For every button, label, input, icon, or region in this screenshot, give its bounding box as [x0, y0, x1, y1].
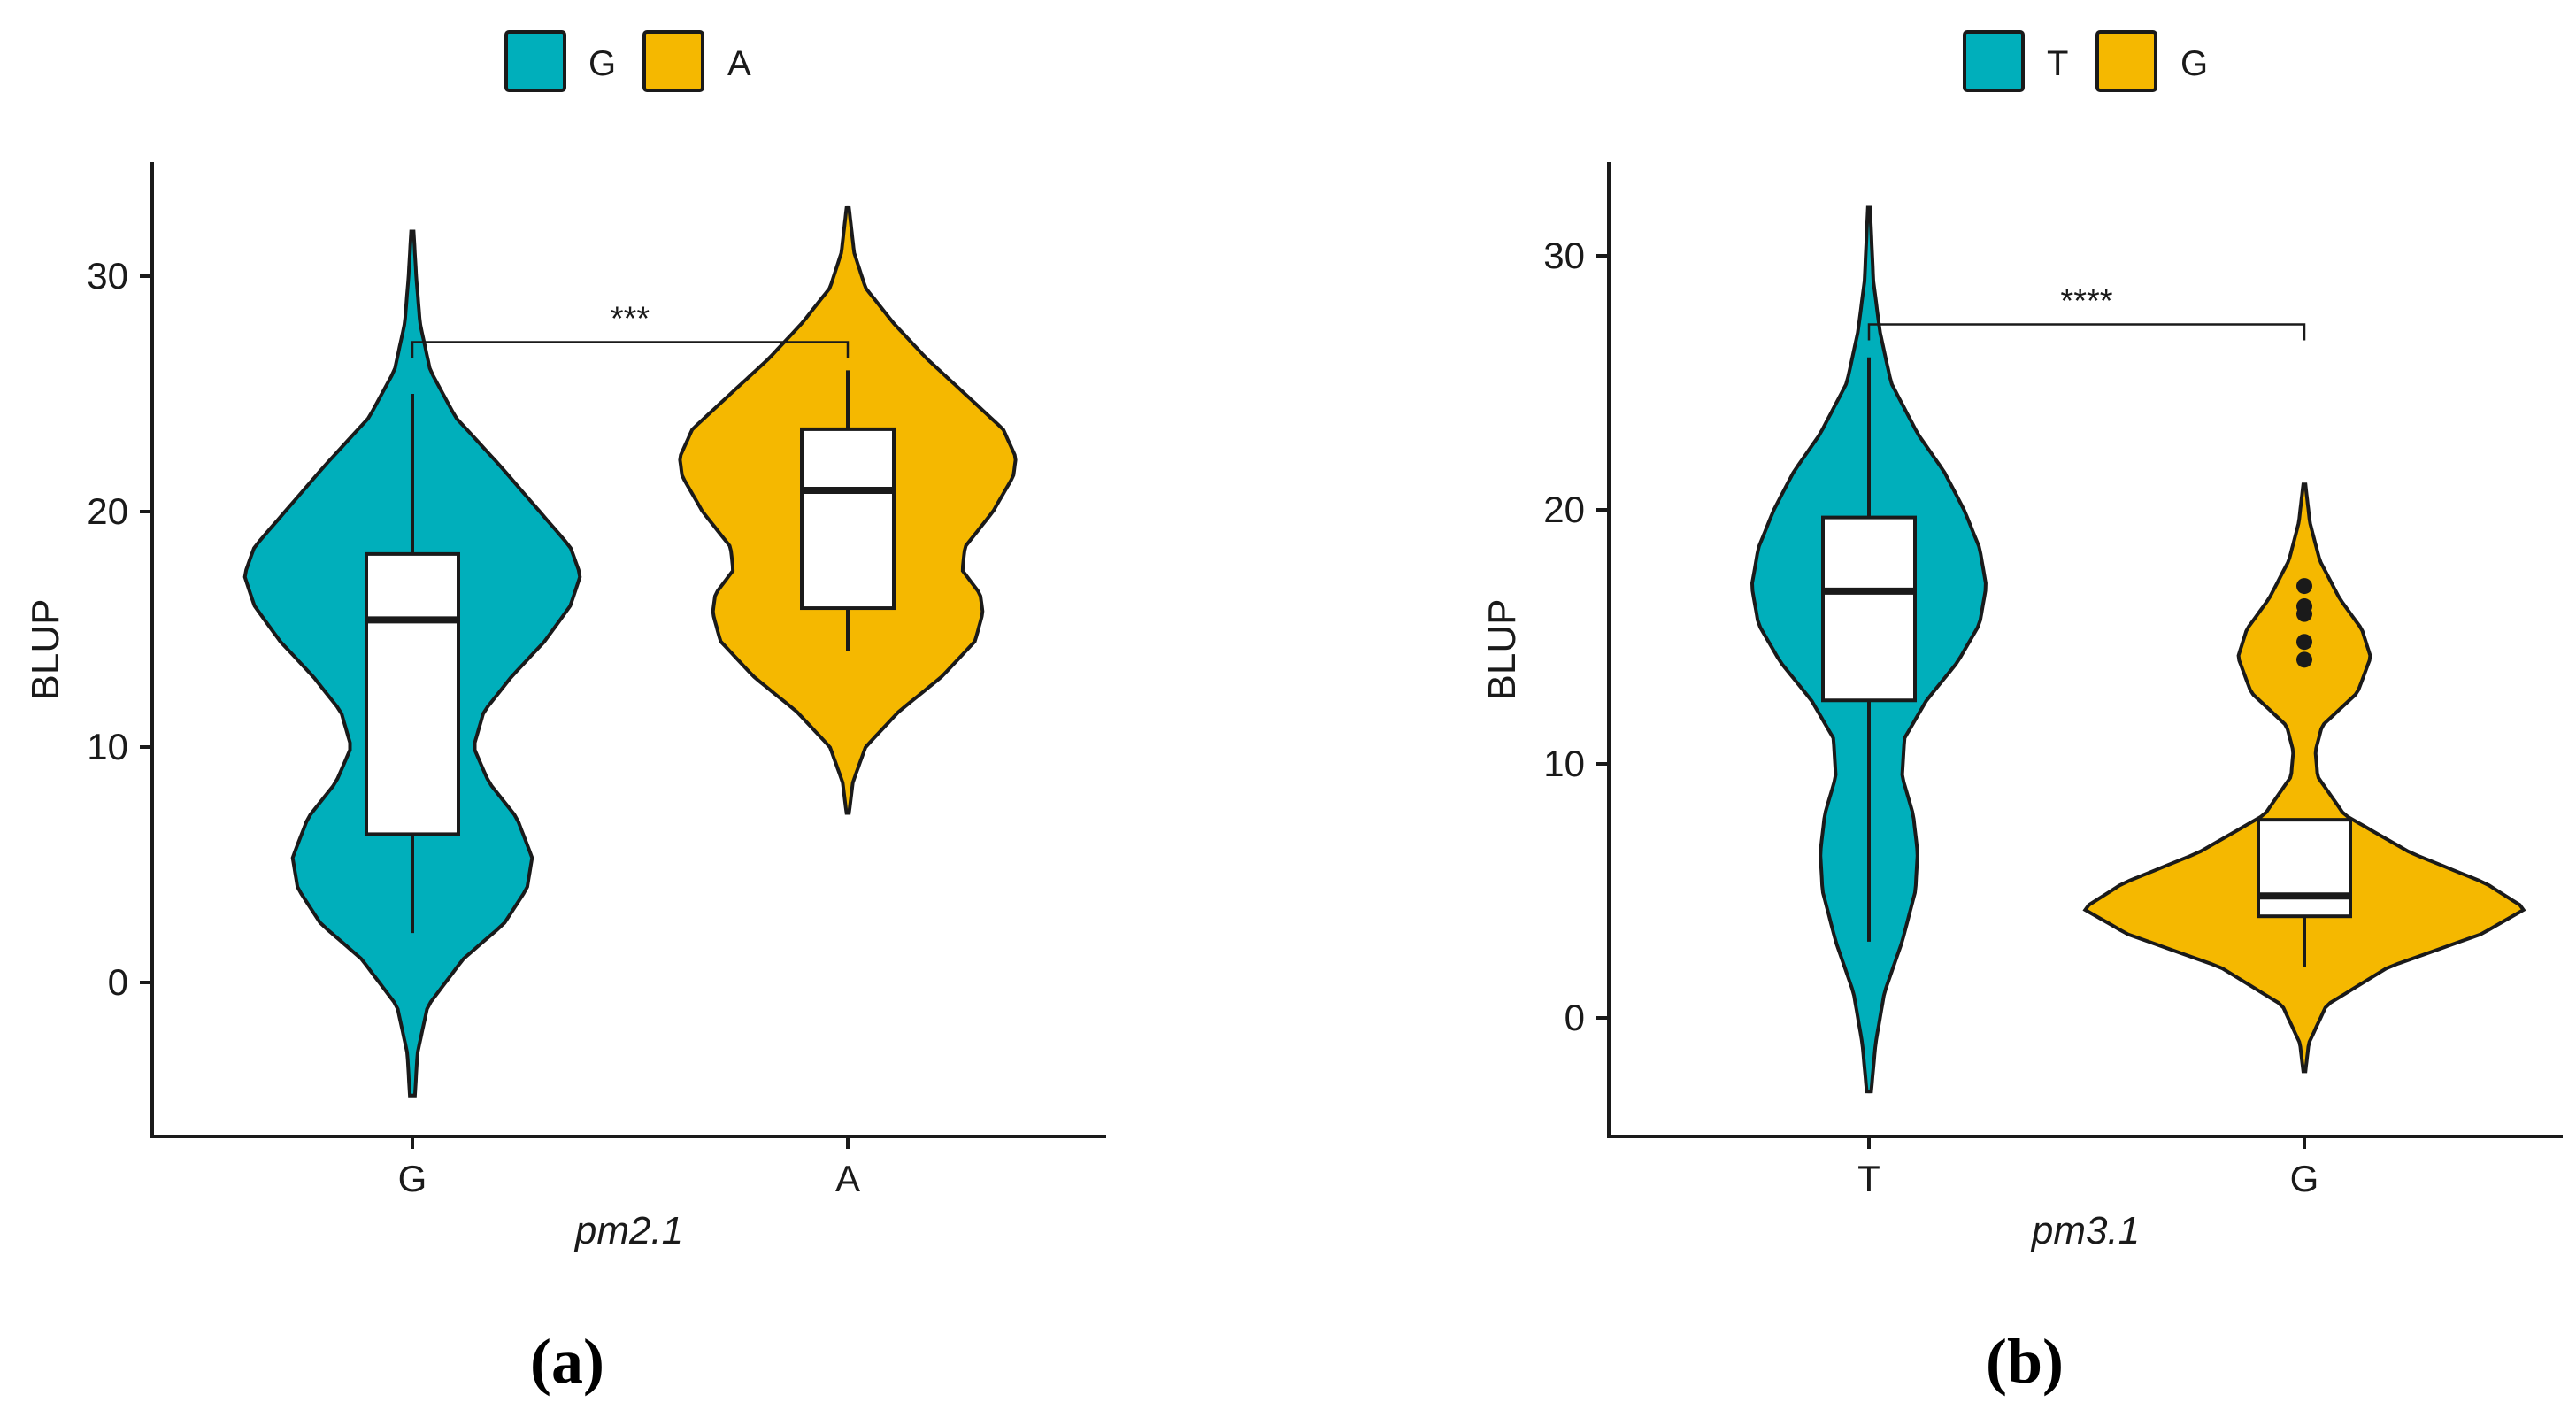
y-axis-label-b: BLUP	[1480, 599, 1524, 701]
panel-caption-b: (b)	[1986, 1326, 2064, 1397]
legend-a: G A	[504, 30, 751, 92]
y-tick-label-a-30: 30	[87, 255, 128, 297]
violin-b-T	[1749, 205, 1988, 1094]
x-tick-label-b-T: T	[1857, 1158, 1880, 1199]
y-tick-label-a-0: 0	[108, 961, 128, 1003]
box-a-G	[365, 551, 460, 836]
panel-b: T G 0 10 20 30 BLUP	[1480, 30, 2563, 1397]
y-tick-label-b-10: 10	[1543, 743, 1585, 784]
panel-a: G A 0 10 20 30 BLUP	[24, 30, 1106, 1397]
legend-b-swatch-0	[1963, 30, 2025, 92]
x-tick-label-a-G: G	[398, 1158, 427, 1199]
y-tick-label-b-20: 20	[1543, 489, 1585, 530]
significance-bracket-a	[411, 341, 850, 358]
legend-b-label-0: T	[2047, 44, 2068, 83]
panel-caption-a: (a)	[530, 1326, 604, 1397]
violin-a-G	[242, 229, 582, 1098]
legend-a-swatch-0	[504, 30, 566, 92]
outlier-point-b-1-4	[2296, 578, 2312, 595]
y-tick-label-a-20: 20	[87, 490, 128, 532]
x-tick-label-a-A: A	[835, 1158, 860, 1199]
y-tick-label-a-10: 10	[87, 726, 128, 767]
y-axis-label-a: BLUP	[24, 599, 67, 701]
y-tick-label-b-0: 0	[1565, 997, 1585, 1038]
outlier-point-b-1-0	[2296, 651, 2312, 668]
legend-b: T G	[1963, 30, 2208, 92]
legend-b-label-1: G	[2180, 44, 2208, 83]
legend-a-swatch-1	[642, 30, 704, 92]
violin-a-A	[678, 205, 1018, 815]
x-axis-label-b: pm3.1	[2030, 1209, 2140, 1252]
significance-bracket-b	[1867, 323, 2306, 341]
legend-a-label-0: G	[588, 44, 616, 83]
box-b-T	[1821, 515, 1917, 703]
significance-label-b: ****	[2060, 282, 2112, 320]
legend-b-swatch-1	[2095, 30, 2157, 92]
y-ticks-a: 0 10 20 30	[87, 255, 152, 1003]
y-tick-label-b-30: 30	[1543, 235, 1585, 276]
outlier-point-b-1-1	[2296, 634, 2312, 651]
box-b-G	[2257, 818, 2352, 919]
box-a-A	[800, 427, 896, 611]
significance-label-a: ***	[611, 300, 650, 337]
legend-a-label-1: A	[727, 44, 751, 83]
y-ticks-b: 0 10 20 30	[1543, 235, 1609, 1038]
outlier-point-b-1-3	[2296, 598, 2312, 615]
violin-b-G	[2082, 482, 2526, 1074]
x-tick-label-b-G: G	[2290, 1158, 2319, 1199]
violin-b-G-shape	[2082, 482, 2526, 1074]
x-axis-label-a: pm2.1	[573, 1209, 683, 1252]
box-b-G-outliers	[2296, 578, 2312, 668]
